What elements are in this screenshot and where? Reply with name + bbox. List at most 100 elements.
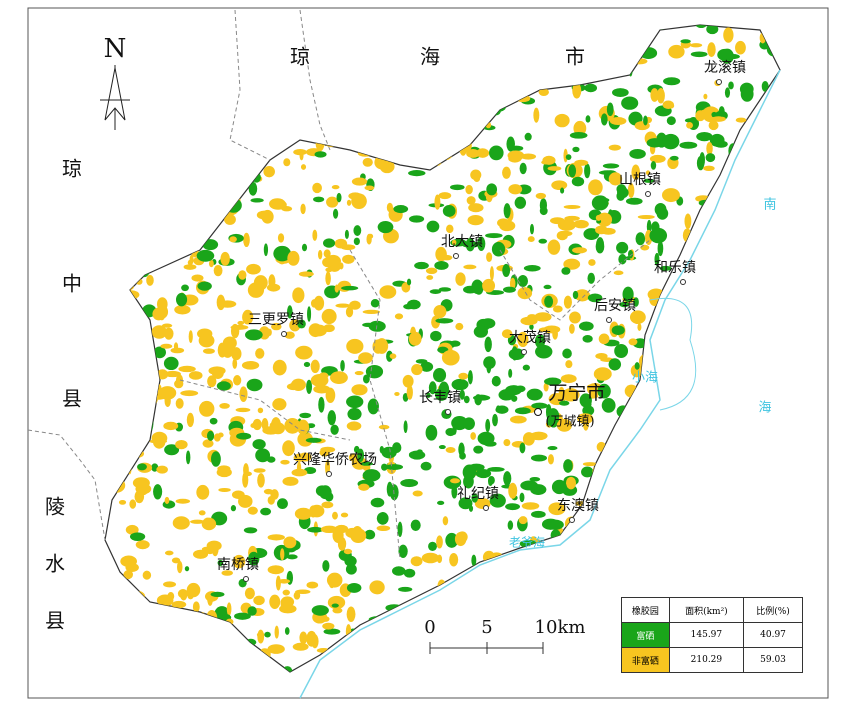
patch (572, 82, 582, 99)
patch (187, 145, 198, 162)
patch (434, 194, 441, 210)
patch (499, 624, 507, 634)
patch (564, 215, 580, 221)
patch (548, 581, 560, 594)
patch (707, 521, 724, 528)
patch (771, 530, 780, 540)
patch (270, 25, 277, 32)
patch (243, 232, 250, 248)
patch (330, 57, 342, 69)
patch (105, 641, 116, 657)
patch (616, 241, 629, 254)
patch (357, 448, 365, 463)
patch (708, 280, 718, 288)
patch (618, 496, 628, 512)
patch (631, 25, 649, 35)
patch (217, 25, 224, 28)
patch (681, 401, 695, 407)
patch (467, 214, 484, 226)
patch (267, 565, 285, 575)
patch (231, 347, 242, 361)
patch (257, 407, 264, 414)
patch (151, 76, 165, 91)
scale-label: 0 (424, 617, 435, 638)
map-label: 南桥镇 (217, 557, 259, 573)
map-label: N (104, 34, 127, 64)
map-label: 东澳镇 (557, 498, 599, 514)
patch (629, 472, 641, 482)
patch (125, 524, 139, 535)
patch (418, 87, 430, 92)
patch (196, 249, 215, 262)
patch (450, 60, 459, 70)
patch (428, 381, 437, 395)
patch (777, 527, 780, 544)
patch (256, 73, 265, 80)
patch (114, 356, 127, 373)
patch (508, 368, 513, 378)
patch (158, 634, 175, 647)
patch (445, 658, 463, 666)
patch (565, 360, 573, 369)
patch (628, 338, 638, 346)
patch (609, 534, 618, 546)
patch (280, 459, 290, 465)
patch (565, 476, 577, 490)
patch (170, 347, 185, 354)
patch (163, 421, 179, 431)
patch (736, 570, 749, 583)
patch (410, 556, 423, 567)
patch (147, 660, 163, 671)
patch (246, 146, 261, 160)
patch (565, 545, 582, 560)
patch (657, 240, 664, 257)
patch (503, 203, 511, 219)
patch (592, 577, 599, 584)
patch (579, 321, 594, 331)
header-cell: 橡胶园 (621, 597, 670, 623)
patch (120, 615, 134, 625)
patch (588, 60, 597, 66)
patch (569, 131, 588, 139)
patch (411, 615, 417, 624)
patch (377, 87, 388, 93)
patch (622, 286, 634, 303)
patch (518, 516, 528, 525)
patch (150, 195, 162, 208)
patch (367, 233, 374, 239)
patch (643, 115, 648, 126)
patch (377, 27, 393, 40)
map-label: 北大镇 (441, 234, 483, 250)
patch (98, 489, 104, 494)
patch (614, 547, 627, 555)
patch (431, 315, 441, 329)
patch (749, 502, 755, 511)
patch (186, 174, 197, 190)
patch (485, 233, 503, 239)
patch (484, 576, 499, 592)
patch (437, 500, 445, 506)
patch (488, 102, 506, 113)
patch (471, 554, 477, 567)
patch (702, 583, 717, 594)
patch (116, 207, 132, 222)
patch (497, 218, 510, 228)
patch (216, 381, 231, 391)
patch (776, 312, 780, 319)
patch (300, 203, 306, 215)
patch (408, 450, 426, 460)
patch (439, 651, 457, 660)
patch (609, 117, 627, 126)
patch (129, 532, 146, 541)
patch (694, 25, 709, 29)
patch (237, 47, 247, 56)
patch (207, 430, 215, 441)
patch (704, 570, 716, 586)
patch (284, 417, 301, 434)
patch (575, 664, 587, 672)
map-label: 海 (758, 401, 771, 416)
patch (165, 80, 172, 96)
patch (665, 331, 675, 342)
patch (703, 93, 708, 100)
